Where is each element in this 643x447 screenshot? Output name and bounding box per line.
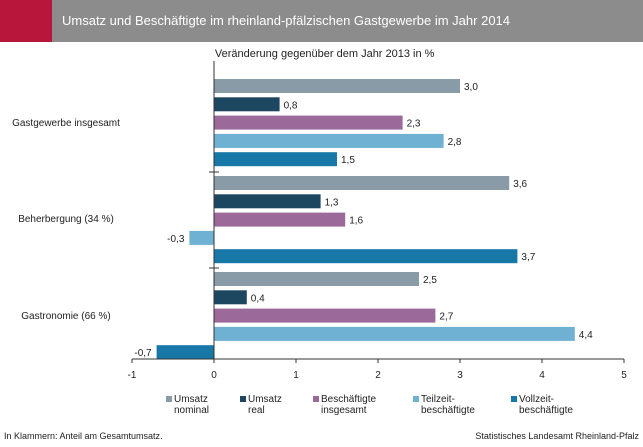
bar xyxy=(214,176,510,190)
bar xyxy=(214,133,444,148)
value-label: 1,5 xyxy=(341,155,355,166)
category-label: Beherbergung (34 %) xyxy=(18,214,114,225)
legend-swatch xyxy=(413,396,419,402)
value-label: 1,6 xyxy=(349,216,363,227)
value-label: 3,0 xyxy=(464,82,478,93)
legend-swatch xyxy=(313,396,319,402)
bar xyxy=(214,97,280,112)
value-label: 2,5 xyxy=(423,275,437,286)
legend-label: Umsatz xyxy=(248,394,282,405)
value-label: -0,3 xyxy=(167,234,185,245)
category-label: Gastronomie (66 %) xyxy=(21,311,110,322)
legend-label: Teilzeit- xyxy=(421,394,455,405)
chart-subtitle: Veränderung gegenüber dem Jahr 2013 in % xyxy=(215,48,435,60)
footnote: In Klammern: Anteil am Gesamtumsatz. xyxy=(4,431,163,441)
legend-label: beschäftigte xyxy=(421,405,475,416)
x-tick-label: 1 xyxy=(293,370,299,381)
bar xyxy=(214,194,321,209)
value-label: 3,6 xyxy=(513,179,527,190)
x-tick-label: 3 xyxy=(457,370,463,381)
bar xyxy=(214,152,337,167)
header-accent xyxy=(0,0,52,42)
legend-label: beschäftigte xyxy=(519,405,573,416)
legend-label: nominal xyxy=(174,405,209,416)
bar xyxy=(189,230,214,245)
bar xyxy=(214,308,436,323)
value-label: 0,4 xyxy=(251,293,265,304)
bar xyxy=(214,249,518,264)
bar xyxy=(214,290,247,305)
legend-label: Umsatz xyxy=(174,394,208,405)
bar xyxy=(156,345,214,360)
x-tick-label: 2 xyxy=(375,370,381,381)
x-tick-label: 0 xyxy=(211,370,217,381)
value-label: 4,4 xyxy=(579,330,593,341)
x-tick-label: -1 xyxy=(128,370,137,381)
legend-label: real xyxy=(248,405,265,416)
value-label: 2,7 xyxy=(439,312,453,323)
value-label: 3,7 xyxy=(521,252,535,263)
value-label: 1,3 xyxy=(325,197,339,208)
category-label: Gastgewerbe insgesamt xyxy=(12,118,120,129)
chart-header xyxy=(0,0,643,42)
bar xyxy=(214,115,403,130)
legend-label: Beschäftigte xyxy=(321,394,376,405)
legend-label: insgesamt xyxy=(321,405,367,416)
bar xyxy=(214,272,419,286)
legend-swatch xyxy=(511,396,517,402)
value-label: 0,8 xyxy=(284,100,298,111)
bar xyxy=(214,79,460,93)
value-label: -0,7 xyxy=(134,348,152,359)
bar xyxy=(214,326,575,341)
chart-title: Umsatz und Beschäftigte im rheinland-pfä… xyxy=(62,13,511,28)
legend-label: Vollzeit- xyxy=(519,394,554,405)
value-label: 2,3 xyxy=(407,119,421,130)
bar-chart: Veränderung gegenüber dem Jahr 2013 in %… xyxy=(12,48,627,416)
legend-swatch xyxy=(166,396,172,402)
source-note: Statistisches Landesamt Rheinland-Pfalz xyxy=(475,431,639,441)
bar xyxy=(214,212,346,227)
x-tick-label: 5 xyxy=(621,370,627,381)
value-label: 2,8 xyxy=(448,137,462,148)
x-tick-label: 4 xyxy=(539,370,545,381)
legend-swatch xyxy=(240,396,246,402)
